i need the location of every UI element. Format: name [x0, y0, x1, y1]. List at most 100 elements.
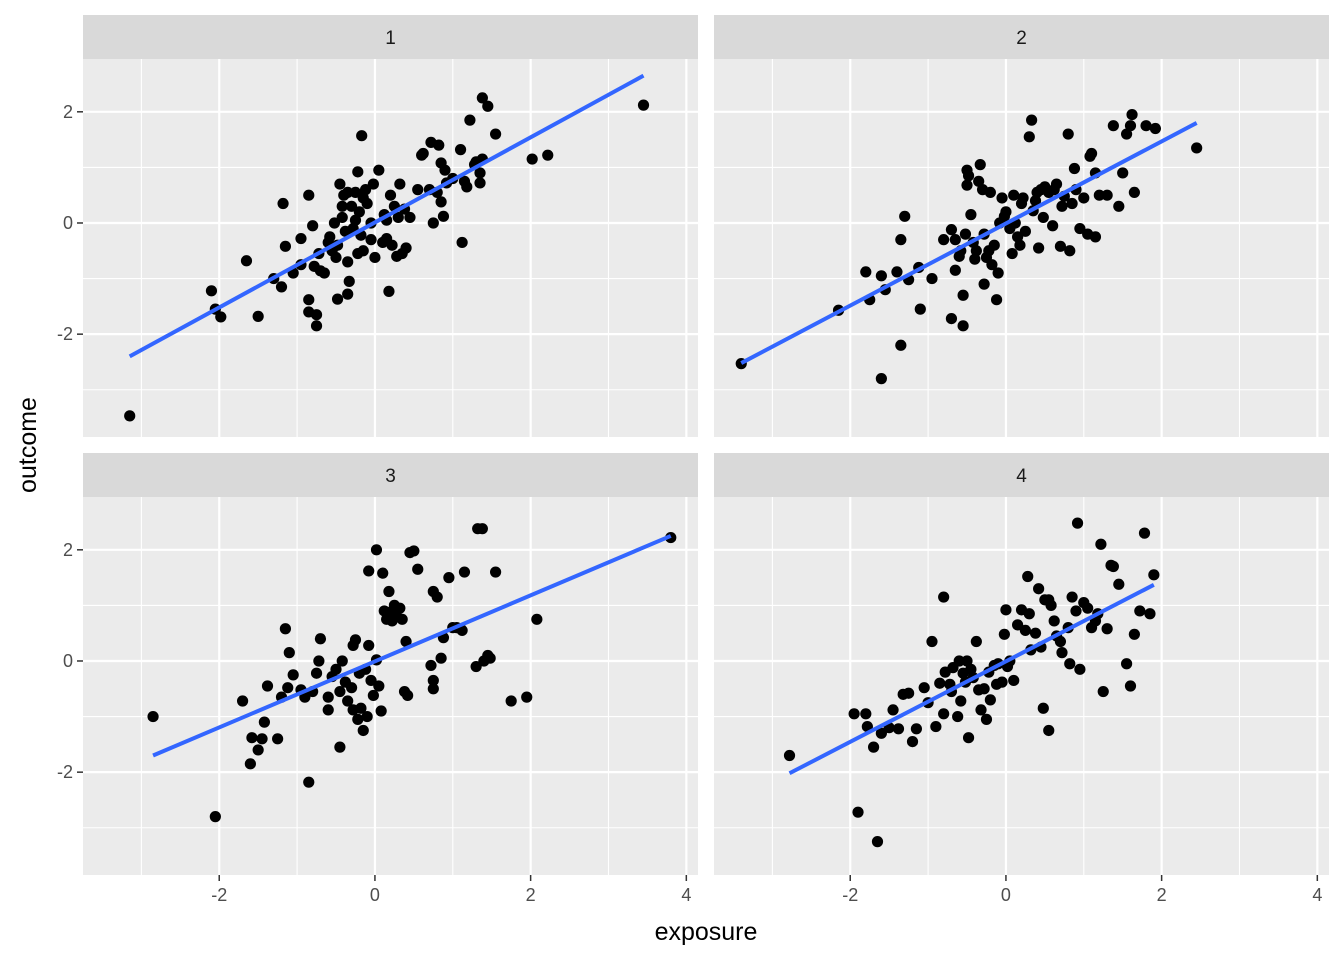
- data-point: [867, 741, 880, 753]
- data-point: [955, 695, 967, 707]
- data-point: [965, 209, 977, 221]
- y-axis-title: outcome: [14, 397, 42, 493]
- data-point: [1033, 242, 1045, 254]
- facet-strip: [714, 15, 1329, 59]
- data-point: [899, 210, 911, 222]
- data-point: [258, 716, 270, 728]
- data-point: [349, 186, 362, 199]
- data-point: [1070, 605, 1082, 617]
- data-point: [970, 635, 982, 648]
- data-point: [365, 674, 377, 687]
- data-point: [926, 635, 938, 648]
- data-point: [367, 178, 379, 190]
- data-point: [957, 320, 969, 332]
- data-point: [1120, 128, 1133, 140]
- data-point: [355, 702, 367, 714]
- data-point: [959, 228, 972, 240]
- data-point: [1149, 122, 1161, 135]
- data-point: [334, 685, 346, 698]
- data-point: [961, 179, 973, 191]
- data-point: [930, 720, 942, 733]
- facet-strip: [83, 15, 698, 59]
- data-point: [1128, 628, 1140, 640]
- data-point: [425, 659, 437, 672]
- data-point: [369, 251, 381, 264]
- data-point: [334, 178, 346, 190]
- data-point: [521, 691, 533, 703]
- facet-strip-label: 3: [385, 466, 396, 487]
- data-point: [1066, 591, 1078, 603]
- data-point: [1144, 608, 1156, 620]
- data-point: [476, 92, 488, 104]
- x-tick-label: 0: [370, 885, 380, 905]
- x-axis-title: exposure: [655, 918, 758, 946]
- data-point: [205, 285, 218, 297]
- data-point: [318, 267, 330, 279]
- data-point: [474, 177, 486, 189]
- data-point: [1074, 222, 1086, 235]
- data-point: [1126, 108, 1138, 121]
- data-point: [336, 655, 348, 667]
- data-point: [361, 710, 373, 723]
- data-point: [282, 682, 294, 694]
- fit-line: [740, 121, 1198, 365]
- data-point: [482, 100, 494, 112]
- data-point: [345, 682, 358, 694]
- data-point: [1008, 674, 1020, 687]
- data-point: [974, 159, 986, 171]
- data-point: [458, 566, 471, 578]
- data-point: [412, 563, 424, 575]
- data-point: [431, 591, 443, 603]
- data-point: [244, 758, 256, 770]
- data-point: [1006, 247, 1018, 260]
- data-point: [953, 655, 965, 667]
- data-point: [1037, 702, 1049, 714]
- data-point: [408, 545, 420, 557]
- data-point: [891, 266, 903, 278]
- data-point: [336, 200, 348, 212]
- fit-line: [788, 583, 1155, 776]
- data-point: [1071, 517, 1084, 529]
- data-point: [1056, 200, 1068, 212]
- data-point: [433, 139, 445, 151]
- data-point: [1124, 120, 1137, 132]
- x-tick-label: 2: [526, 885, 536, 905]
- fit-line: [128, 73, 645, 359]
- data-point: [307, 220, 319, 232]
- panel-background: [714, 497, 1329, 875]
- data-point: [279, 240, 292, 252]
- data-point: [1012, 619, 1024, 631]
- data-point: [400, 635, 412, 648]
- data-point: [1113, 200, 1125, 212]
- data-point: [365, 234, 377, 246]
- data-point: [261, 680, 274, 692]
- data-point: [1054, 240, 1067, 252]
- data-point: [542, 149, 554, 161]
- data-point: [352, 713, 364, 725]
- data-point: [370, 544, 383, 556]
- data-point: [1056, 647, 1068, 659]
- data-point: [895, 339, 907, 351]
- data-point: [996, 192, 1008, 204]
- data-point: [272, 733, 284, 745]
- data-point: [984, 694, 996, 706]
- data-point: [978, 278, 990, 290]
- data-point: [357, 245, 369, 257]
- data-point: [969, 253, 981, 265]
- data-point: [147, 710, 159, 723]
- data-point: [209, 811, 221, 823]
- data-point: [1093, 189, 1105, 201]
- x-tick-label: 0: [1001, 885, 1011, 905]
- data-point: [356, 130, 368, 142]
- data-point: [386, 239, 398, 251]
- data-point: [961, 655, 973, 667]
- data-point: [435, 652, 447, 664]
- data-point: [1097, 685, 1109, 698]
- data-point: [505, 695, 517, 707]
- data-point: [1000, 206, 1012, 218]
- data-point: [1033, 583, 1045, 595]
- data-point: [394, 602, 406, 614]
- data-point: [373, 164, 385, 176]
- data-point: [400, 242, 412, 254]
- data-point: [1095, 538, 1107, 550]
